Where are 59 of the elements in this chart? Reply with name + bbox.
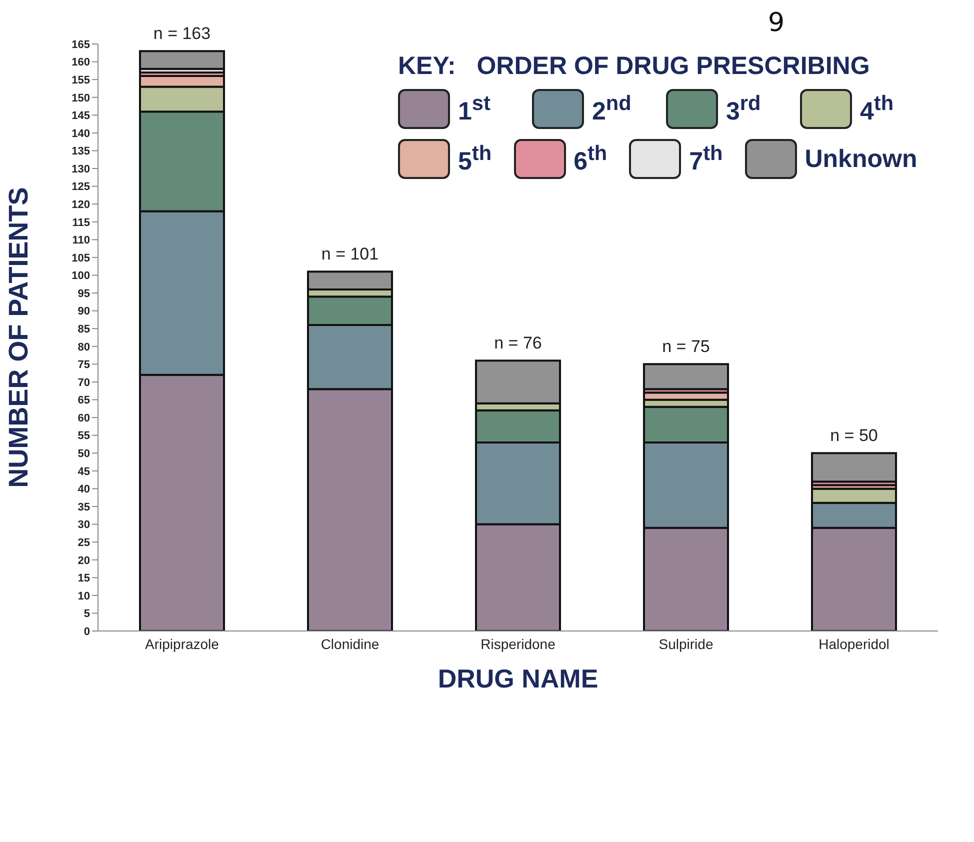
y-tick-label: 35 (78, 501, 90, 514)
y-tick-label: 65 (78, 394, 90, 407)
y-tick-label: 60 (78, 412, 90, 424)
x-axis-title: DRUG NAME (438, 663, 598, 694)
legend-label: 2$^{nd}$ (592, 92, 632, 126)
y-tick-label: 25 (78, 536, 90, 549)
legend-title: KEY: ORDER OF DRUG PRESCRIBING (398, 52, 871, 81)
y-tick-label: 5 (84, 608, 90, 620)
x-tick-label: Sulpiride (658, 636, 714, 652)
y-tick-label: 155 (72, 74, 90, 86)
y-tick-label: 115 (72, 216, 90, 229)
y-tick-label: 85 (78, 324, 90, 336)
y-tick-label: 55 (78, 430, 90, 442)
total-label: n = 76 (494, 334, 542, 353)
total-label: n = 101 (321, 244, 379, 264)
y-tick-label: 120 (72, 198, 90, 211)
text: 9 (768, 8, 785, 38)
y-tick-label: 110 (72, 234, 90, 247)
y-tick-label: 80 (78, 341, 90, 354)
y-tick-label: 0 (84, 626, 90, 638)
y-tick-label: 100 (72, 270, 90, 282)
y-axis-title: NUMBER OF PATIENTS (4, 187, 34, 488)
total-label: n = 75 (662, 337, 710, 356)
y-tick-label: 135 (72, 146, 90, 158)
y-tick-label: 15 (78, 572, 90, 585)
y-tick-label: 75 (78, 359, 90, 372)
x-tick-label: Risperidone (480, 636, 556, 652)
total-label: n = 50 (830, 426, 878, 446)
bar (643, 363, 729, 390)
y-tick-label: 40 (78, 484, 90, 496)
y-tick-label: 150 (72, 92, 90, 104)
y-tick-label: 20 (78, 554, 90, 567)
legend-label: 7$^{th}$ (689, 142, 723, 176)
y-tick-label: 45 (78, 466, 90, 478)
y-tick-label: 160 (72, 56, 90, 69)
legend-label: Unknown (804, 144, 918, 174)
legend-label: 1$^{st}$ (458, 92, 490, 126)
y-tick-label: 145 (72, 110, 90, 122)
bar (139, 50, 225, 70)
x-tick-label: Clonidine (320, 636, 380, 652)
y-tick-label: 10 (78, 590, 90, 602)
y-tick-label: 50 (78, 448, 90, 460)
x-tick-label: Haloperidol (818, 636, 890, 652)
legend-label: 5$^{th}$ (458, 142, 492, 176)
legend-label: 6$^{th}$ (574, 142, 608, 176)
y-tick-label: 95 (78, 288, 90, 300)
y-tick-label: 140 (72, 128, 90, 140)
y-tick-label: 105 (72, 252, 90, 264)
legend-label: 4$^{th}$ (860, 92, 894, 126)
x-tick-label: Aripiprazole (145, 636, 220, 652)
y-tick-label: 130 (72, 163, 90, 176)
y-tick-label: 70 (78, 376, 90, 389)
y-tick-label: 125 (72, 181, 90, 194)
y-tick-label: 30 (78, 519, 90, 532)
legend-label: 3$^{rd}$ (726, 92, 761, 126)
y-tick-label: 165 (72, 38, 90, 51)
y-tick-label: 90 (78, 306, 90, 318)
total-label: n = 163 (153, 24, 211, 44)
bar (811, 452, 897, 483)
